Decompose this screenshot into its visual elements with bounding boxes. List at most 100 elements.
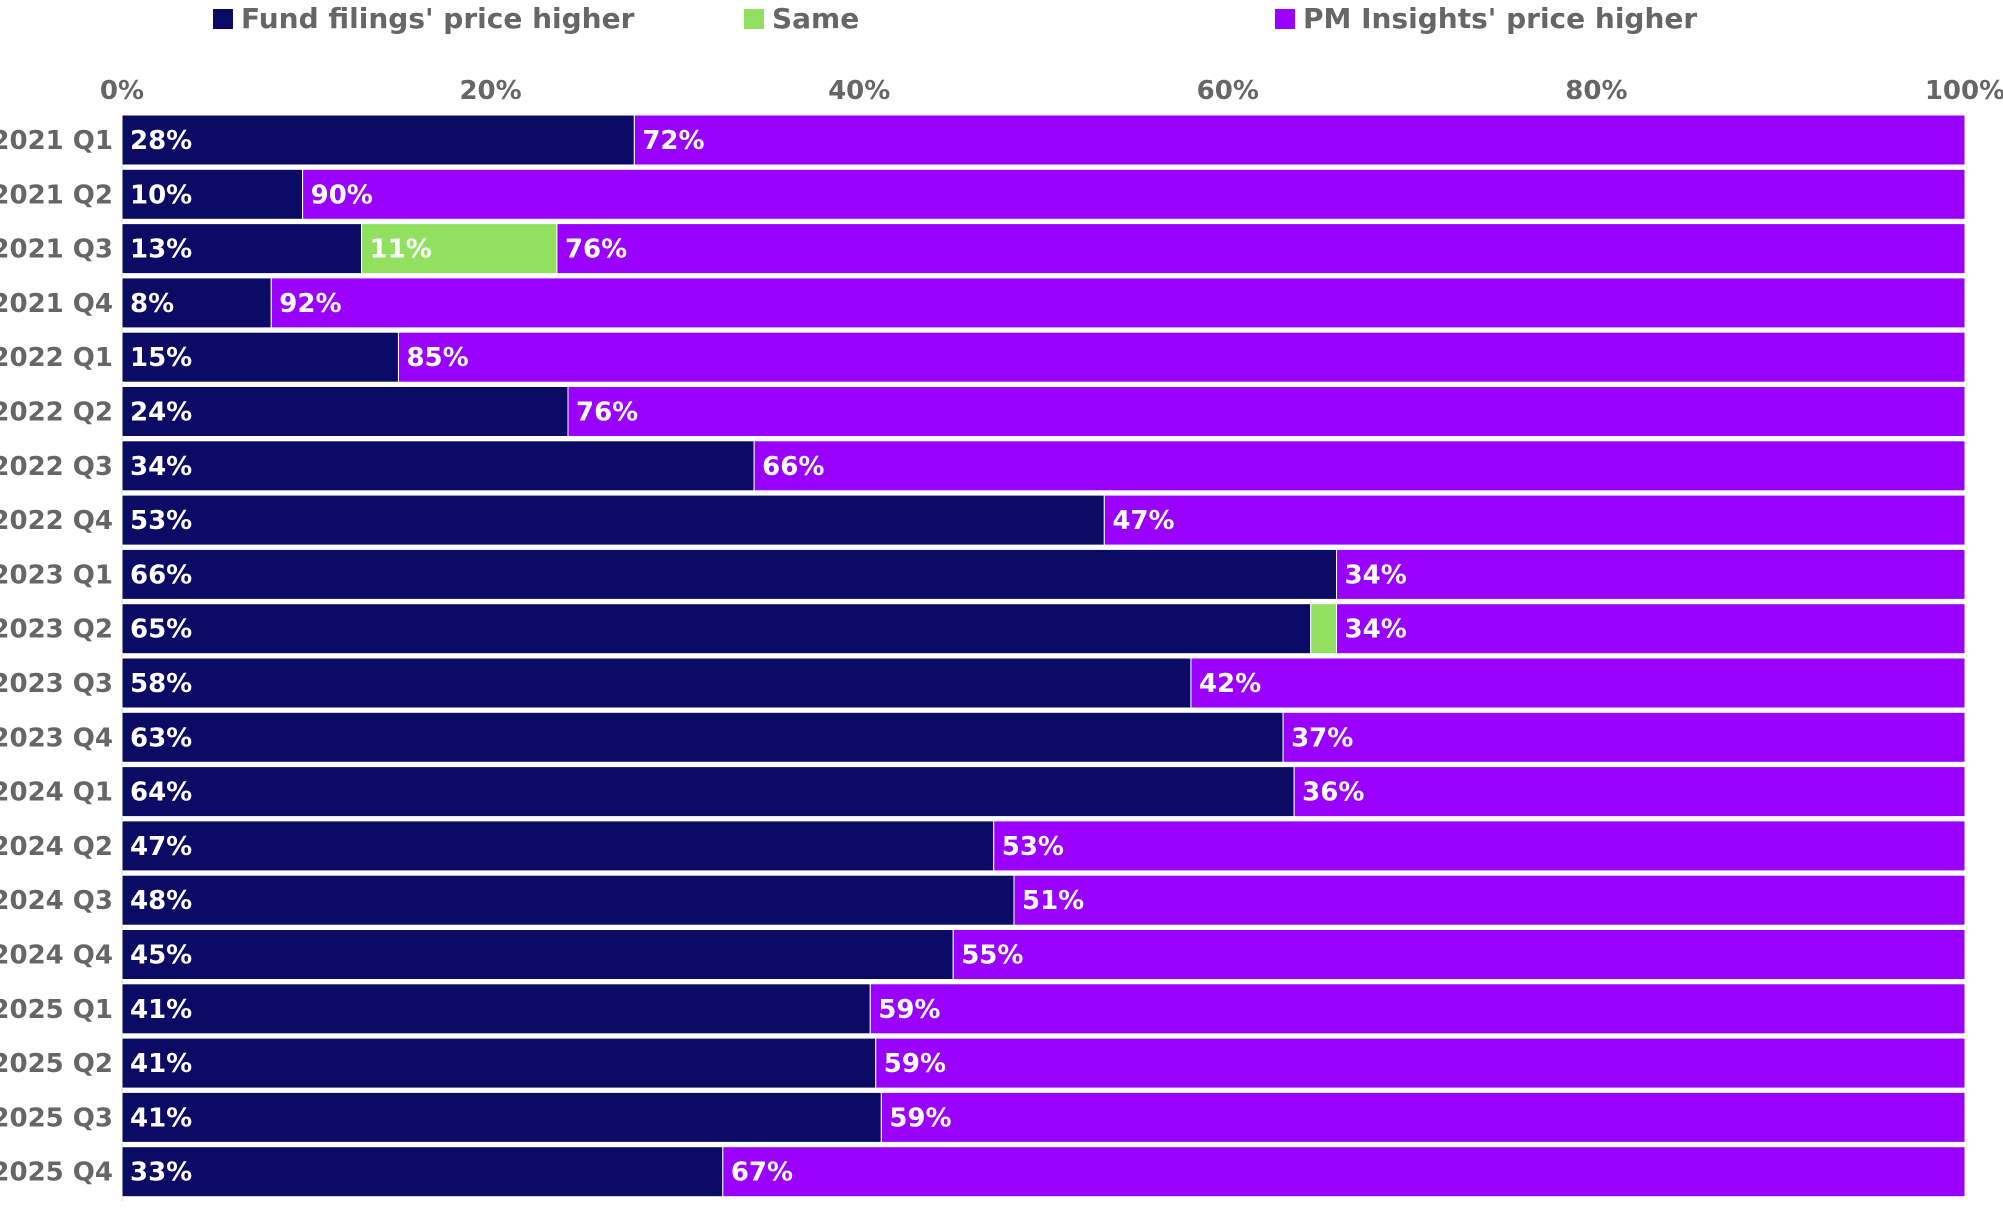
- data-label: 45%: [130, 941, 192, 971]
- x-tick-label: 60%: [1197, 76, 1259, 106]
- y-category-label: 2023 Q4: [0, 723, 113, 753]
- data-label: 34%: [1345, 560, 1407, 590]
- bar-segment: [880, 1091, 1966, 1143]
- bar-segment: [121, 603, 1312, 655]
- data-label: 24%: [130, 398, 192, 428]
- y-category-label: 2023 Q3: [0, 669, 113, 699]
- data-label: 72%: [642, 126, 704, 156]
- data-label: 51%: [1022, 886, 1084, 916]
- data-label: 42%: [1199, 669, 1261, 699]
- bar-segment: [993, 820, 1966, 872]
- bar-segment: [121, 386, 569, 437]
- bar-segment: [121, 114, 635, 166]
- y-category-label: 2022 Q1: [0, 343, 113, 373]
- legend-item-fund-filings: Fund filings' price higher: [213, 2, 634, 35]
- y-category-label: 2024 Q4: [0, 941, 113, 971]
- bar-segment: [869, 983, 1966, 1035]
- bar-segment: [1103, 494, 1966, 546]
- bar-segment: [121, 1037, 877, 1089]
- bar-segment: [121, 168, 304, 220]
- data-label: 65%: [130, 615, 192, 645]
- bar-segment: [633, 114, 1966, 166]
- data-label: 59%: [878, 995, 940, 1025]
- bar-segment: [722, 1146, 1966, 1198]
- data-label: 67%: [731, 1158, 793, 1188]
- bar-segment: [121, 277, 272, 329]
- y-category-label: 2025 Q1: [0, 995, 113, 1025]
- bar-segment: [1336, 548, 1966, 600]
- bar-segment: [121, 1146, 724, 1198]
- bar-segment: [397, 331, 1966, 383]
- bar-segment: [121, 331, 399, 383]
- bar-segment: [270, 277, 1966, 329]
- y-category-label: 2024 Q3: [0, 886, 113, 916]
- legend-swatch-fund-filings: [213, 8, 233, 29]
- data-label: 47%: [1112, 506, 1174, 536]
- chart-legend: Fund filings' price higher Same PM Insig…: [0, 0, 2003, 40]
- data-label: 58%: [130, 669, 192, 699]
- data-label: 11%: [370, 235, 432, 265]
- data-label: 76%: [565, 235, 627, 265]
- bar-segment: [121, 766, 1295, 818]
- bar-segment: [121, 983, 871, 1035]
- data-label: 55%: [961, 941, 1023, 971]
- legend-label-fund-filings: Fund filings' price higher: [241, 2, 635, 35]
- data-label: 53%: [1002, 832, 1064, 862]
- y-category-label: 2022 Q3: [0, 452, 113, 482]
- y-category-label: 2025 Q4: [0, 1158, 113, 1188]
- legend-label-same: Same: [772, 2, 860, 35]
- x-axis-ticks: 0% 20% 40% 60% 80% 100%: [100, 76, 2003, 106]
- y-category-label: 2021 Q4: [0, 289, 113, 319]
- y-category-label: 2021 Q2: [0, 180, 113, 210]
- x-tick-label: 0%: [100, 76, 144, 106]
- data-label: 28%: [130, 126, 192, 156]
- y-category-label: 2025 Q3: [0, 1103, 113, 1133]
- y-category-label: 2025 Q2: [0, 1049, 113, 1079]
- data-label: 41%: [130, 995, 192, 1025]
- y-category-label: 2023 Q1: [0, 560, 113, 590]
- y-category-label: 2021 Q1: [0, 126, 113, 156]
- bar-segment: [121, 929, 954, 980]
- bar-segment: [121, 494, 1105, 546]
- data-label: 59%: [884, 1049, 946, 1079]
- data-label: 63%: [130, 723, 192, 753]
- data-label: 34%: [130, 452, 192, 482]
- legend-swatch-same: [744, 8, 764, 29]
- bar-segment: [952, 929, 1966, 980]
- x-tick-label: 80%: [1565, 76, 1627, 106]
- x-tick-label: 40%: [828, 76, 890, 106]
- data-label: 76%: [576, 398, 638, 428]
- data-label: 53%: [130, 506, 192, 536]
- bar-segment: [361, 223, 558, 275]
- bar-segment: [1282, 711, 1966, 763]
- y-category-label: 2022 Q2: [0, 398, 113, 428]
- data-label: 34%: [1345, 615, 1407, 645]
- bar-segment: [302, 168, 1966, 220]
- data-label: 41%: [130, 1049, 192, 1079]
- bar-segment: [567, 386, 1966, 437]
- bar-segment: [121, 440, 755, 492]
- data-label: 66%: [130, 560, 192, 590]
- legend-item-same: Same: [744, 2, 859, 35]
- bar-segment: [875, 1037, 1966, 1089]
- y-category-label: 2023 Q2: [0, 615, 113, 645]
- bar-segment: [1190, 657, 1966, 709]
- data-label: 85%: [406, 343, 468, 373]
- data-label: 10%: [130, 180, 192, 210]
- data-label: 37%: [1291, 723, 1353, 753]
- legend-label-pm-insights: PM Insights' price higher: [1303, 2, 1698, 35]
- data-labels: 28% 72% 10% 90% 13% 11% 76% 8% 92% 15% 85% 24% 76% 34…: [130, 126, 1407, 1188]
- bar-segment: [121, 657, 1192, 709]
- bars: [121, 114, 1966, 1201]
- data-label: 90%: [311, 180, 373, 210]
- data-label: 59%: [889, 1103, 951, 1133]
- bar-segment: [121, 820, 995, 872]
- data-label: 36%: [1302, 778, 1364, 808]
- data-label: 48%: [130, 886, 192, 916]
- data-label: 15%: [130, 343, 192, 373]
- y-category-label: 2021 Q3: [0, 235, 113, 265]
- data-label: 41%: [130, 1103, 192, 1133]
- data-label: 8%: [130, 289, 174, 319]
- legend-swatch-pm-insights: [1275, 8, 1295, 29]
